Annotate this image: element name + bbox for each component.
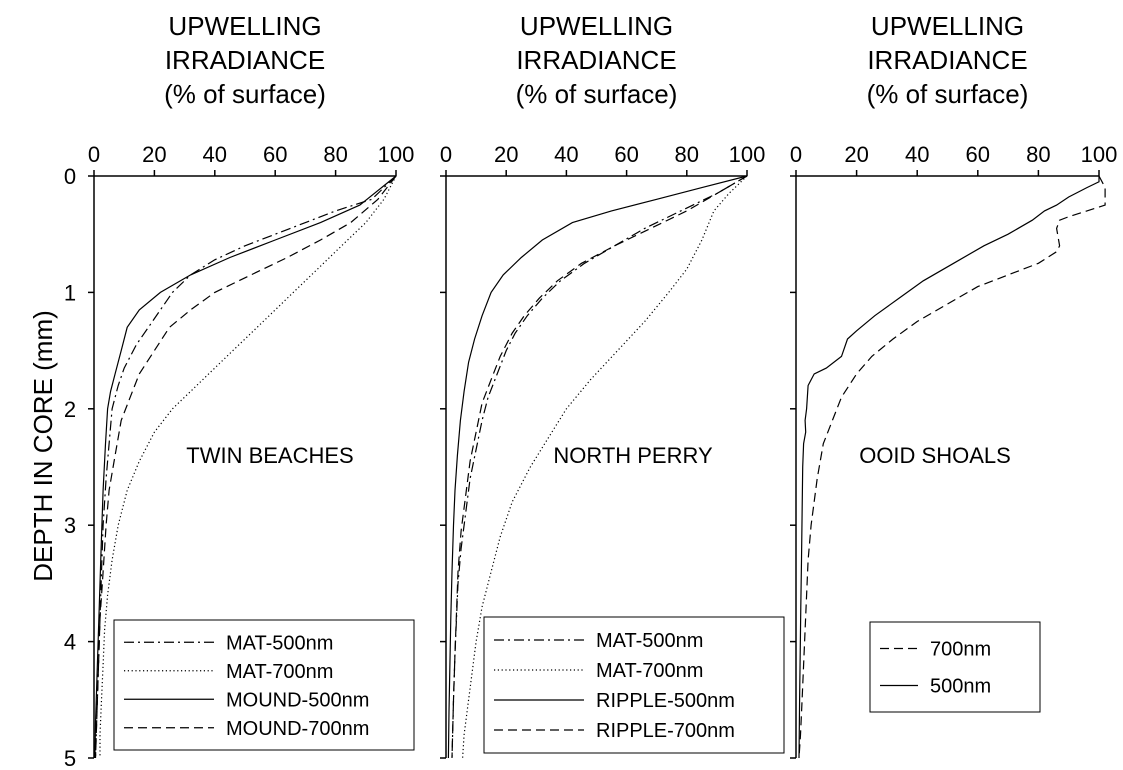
series-line-mat-700nm — [462, 175, 748, 759]
legend-label: MAT-700nm — [226, 661, 333, 683]
series-line-mound-500nm — [94, 175, 397, 759]
legend: MAT-500nm MAT-700nm RIPPLE-500nm RIPPLE-700… — [483, 616, 785, 754]
x-tick-label: 100 — [729, 142, 766, 167]
legend-label: MOUND-700nm — [226, 718, 369, 740]
x-tick-label: 100 — [378, 142, 415, 167]
panel-title-line: (% of surface) — [867, 79, 1029, 109]
x-tick-label: 20 — [142, 142, 166, 167]
x-tick-label: 0 — [440, 142, 452, 167]
legend-label: MAT-500nm — [226, 632, 333, 654]
legend-label: RIPPLE-500nm — [596, 690, 735, 712]
panel-title-line: IRRADIANCE — [867, 45, 1027, 75]
site-label: NORTH PERRY — [553, 443, 713, 468]
x-tick-label: 0 — [790, 142, 802, 167]
site-label: TWIN BEACHES — [186, 443, 353, 468]
y-tick-label: 2 — [64, 397, 76, 422]
series-line-mat-500nm — [451, 175, 748, 759]
legend: 700nm 500nm — [869, 621, 1041, 713]
panel-title-line: (% of surface) — [516, 79, 678, 109]
x-tick-label: 80 — [675, 142, 699, 167]
panel-title-line: IRRADIANCE — [165, 45, 325, 75]
x-tick-label: 40 — [203, 142, 227, 167]
panel-title-line: (% of surface) — [164, 79, 326, 109]
y-tick-label: 1 — [64, 280, 76, 305]
legend-label: MAT-500nm — [596, 630, 703, 652]
panel-title-line: UPWELLING — [871, 11, 1024, 41]
x-tick-label: 40 — [905, 142, 929, 167]
x-tick-label: 40 — [554, 142, 578, 167]
legend: MAT-500nm MAT-700nm MOUND-500nm MOUND-700nm — [113, 619, 415, 751]
panel-title-line: UPWELLING — [520, 11, 673, 41]
x-tick-label: 100 — [1081, 142, 1118, 167]
legend-box — [869, 621, 1041, 713]
legend-label: MAT-700nm — [596, 660, 703, 682]
y-tick-label: 3 — [64, 513, 76, 538]
panel-title-line: IRRADIANCE — [516, 45, 676, 75]
x-tick-label: 80 — [323, 142, 347, 167]
legend-label: 500nm — [930, 676, 991, 698]
y-tick-label: 4 — [64, 630, 76, 655]
series-line-ripple-500nm — [447, 175, 748, 759]
series-line-mat-500nm — [94, 175, 397, 759]
y-tick-label: 5 — [64, 746, 76, 770]
legend-label: 700nm — [930, 639, 991, 661]
legend-label: MOUND-500nm — [226, 689, 369, 711]
y-axis-label: DEPTH IN CORE (mm) — [28, 310, 58, 582]
panel-title-line: UPWELLING — [168, 11, 321, 41]
x-tick-label: 60 — [966, 142, 990, 167]
series-line-ripple-700nm — [451, 175, 748, 759]
series-line-mat-700nm — [99, 175, 397, 758]
series-line-700nm — [798, 175, 1106, 759]
panel-2: UPWELLING IRRADIANCE (% of surface) 0 20 40 60… — [440, 11, 785, 759]
y-tick-label: 0 — [64, 164, 76, 189]
series-line-mound-700nm — [94, 175, 397, 759]
series-line-500nm — [798, 176, 1100, 759]
panel-3: UPWELLING IRRADIANCE (% of surface) 0 20 40 60… — [790, 11, 1118, 759]
site-label: OOID SHOALS — [859, 443, 1011, 468]
x-tick-label: 0 — [88, 142, 100, 167]
x-tick-label: 20 — [844, 142, 868, 167]
x-tick-label: 60 — [614, 142, 638, 167]
legend-label: RIPPLE-700nm — [596, 720, 735, 742]
x-tick-label: 80 — [1026, 142, 1050, 167]
x-tick-label: 20 — [494, 142, 518, 167]
x-tick-label: 60 — [263, 142, 287, 167]
